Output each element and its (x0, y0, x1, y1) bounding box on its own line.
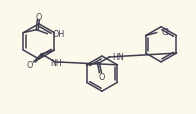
Text: HN: HN (112, 52, 124, 61)
Text: O: O (98, 72, 104, 81)
Text: O: O (26, 61, 33, 70)
Text: O: O (35, 13, 42, 22)
Text: Cl: Cl (162, 28, 169, 37)
Text: NH: NH (50, 59, 62, 68)
Text: OH: OH (52, 30, 64, 39)
